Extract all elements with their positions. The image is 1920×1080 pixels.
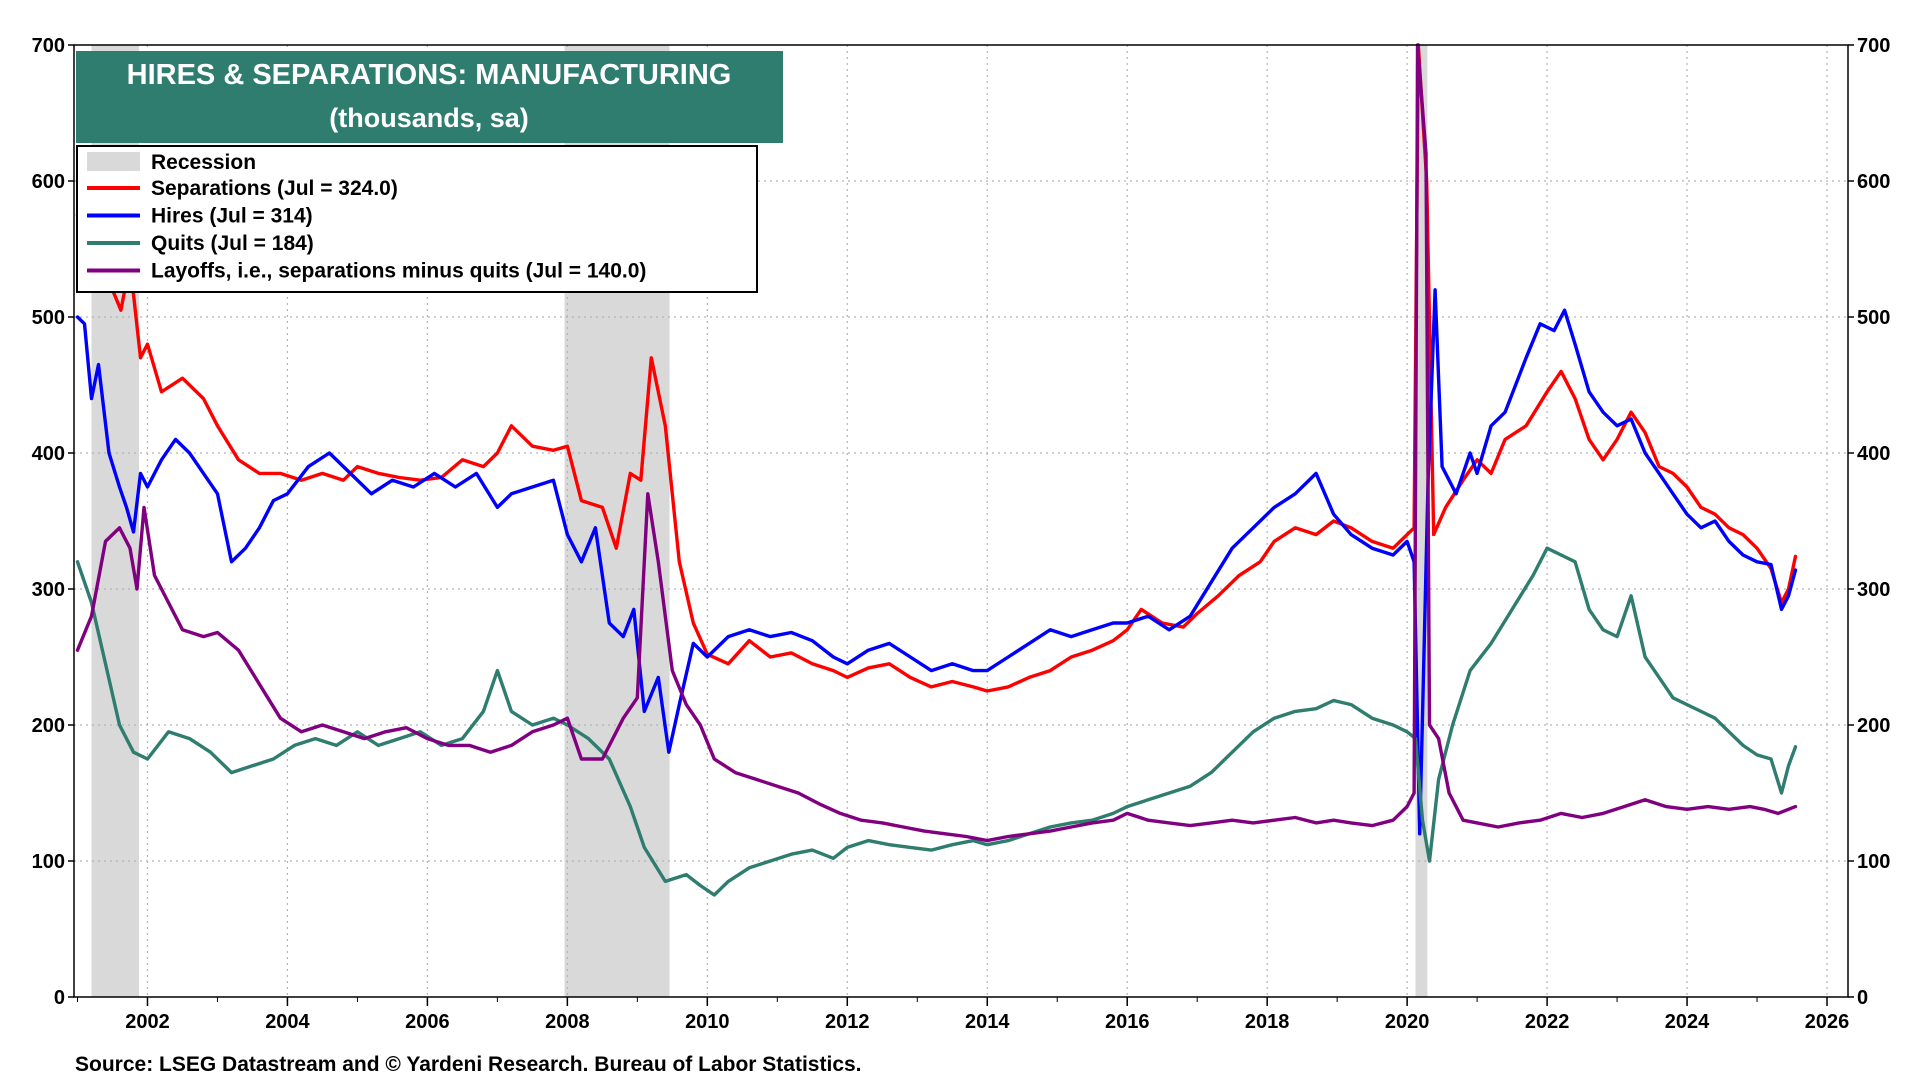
y-tick-label-left: 700 <box>32 35 65 57</box>
x-tick-label: 2012 <box>825 1011 870 1033</box>
y-tick-label-right: 500 <box>1857 307 1890 329</box>
y-tick-label-right: 700 <box>1857 35 1890 57</box>
y-tick-label-right: 0 <box>1857 987 1868 1009</box>
y-tick-label-left: 600 <box>32 171 65 193</box>
legend: Recession Separations (Jul = 324.0) Hires… <box>76 145 758 293</box>
title-box: HIRES & SEPARATIONS: MANUFACTURING (thou… <box>76 51 783 143</box>
x-axis: 2002 2004 2006 2008 2010 2012 2014 2016 2018 2020… <box>76 997 1850 1033</box>
y-tick-label-right: 300 <box>1857 579 1890 601</box>
series-line-3 <box>75 546 1798 897</box>
legend-label-series-3: Quits (Jul = 184) <box>151 232 314 255</box>
series-lines <box>75 43 1798 897</box>
chart-subtitle: (thousands, sa) <box>329 103 529 133</box>
x-tick-label: 2020 <box>1385 1011 1430 1033</box>
legend-box <box>76 145 758 293</box>
y-tick-label-left: 300 <box>32 579 65 601</box>
y-axis: 0 0 100 100 200 200 300 300 400 400 500 500 600 600 70… <box>32 35 1891 1009</box>
chart-title: HIRES & SEPARATIONS: MANUFACTURING <box>127 59 732 91</box>
x-tick-label: 2026 <box>1805 1011 1850 1033</box>
y-tick-label-right: 200 <box>1857 715 1890 737</box>
y-tick-label-left: 400 <box>32 443 65 465</box>
y-tick-label-left: 0 <box>54 987 65 1009</box>
series-line-4 <box>75 43 1798 843</box>
y-tick-label-right: 100 <box>1857 851 1890 873</box>
y-tick-label-right: 400 <box>1857 443 1890 465</box>
x-tick-label: 2024 <box>1665 1011 1710 1033</box>
x-tick-label: 2006 <box>405 1011 450 1033</box>
x-tick-label: 2004 <box>265 1011 310 1033</box>
grid-lines <box>74 45 1848 997</box>
y-tick-label-left: 100 <box>32 851 65 873</box>
x-tick-label: 2016 <box>1105 1011 1150 1033</box>
x-tick-label: 2014 <box>965 1011 1010 1033</box>
series-line-2 <box>75 288 1798 836</box>
x-tick-label: 2008 <box>545 1011 590 1033</box>
legend-label-series-1: Separations (Jul = 324.0) <box>151 177 398 200</box>
recession-band <box>1415 45 1428 997</box>
legend-label-series-4: Layoffs, i.e., separations minus quits (… <box>151 260 646 283</box>
x-tick-label: 2022 <box>1525 1011 1570 1033</box>
y-tick-label-left: 200 <box>32 715 65 737</box>
legend-swatch-recession <box>87 152 140 171</box>
plot-frame <box>73 44 1849 998</box>
y-tick-label-right: 600 <box>1857 171 1890 193</box>
x-tick-label: 2010 <box>685 1011 730 1033</box>
legend-label-series-2: Hires (Jul = 314) <box>151 205 313 228</box>
x-tick-label: 2002 <box>125 1011 170 1033</box>
legend-label-recession: Recession <box>151 151 256 174</box>
y-tick-label-left: 500 <box>32 307 65 329</box>
x-tick-label: 2018 <box>1245 1011 1290 1033</box>
series-line-1 <box>75 43 1798 693</box>
source-note: Source: LSEG Datastream and © Yardeni Re… <box>75 1053 862 1076</box>
